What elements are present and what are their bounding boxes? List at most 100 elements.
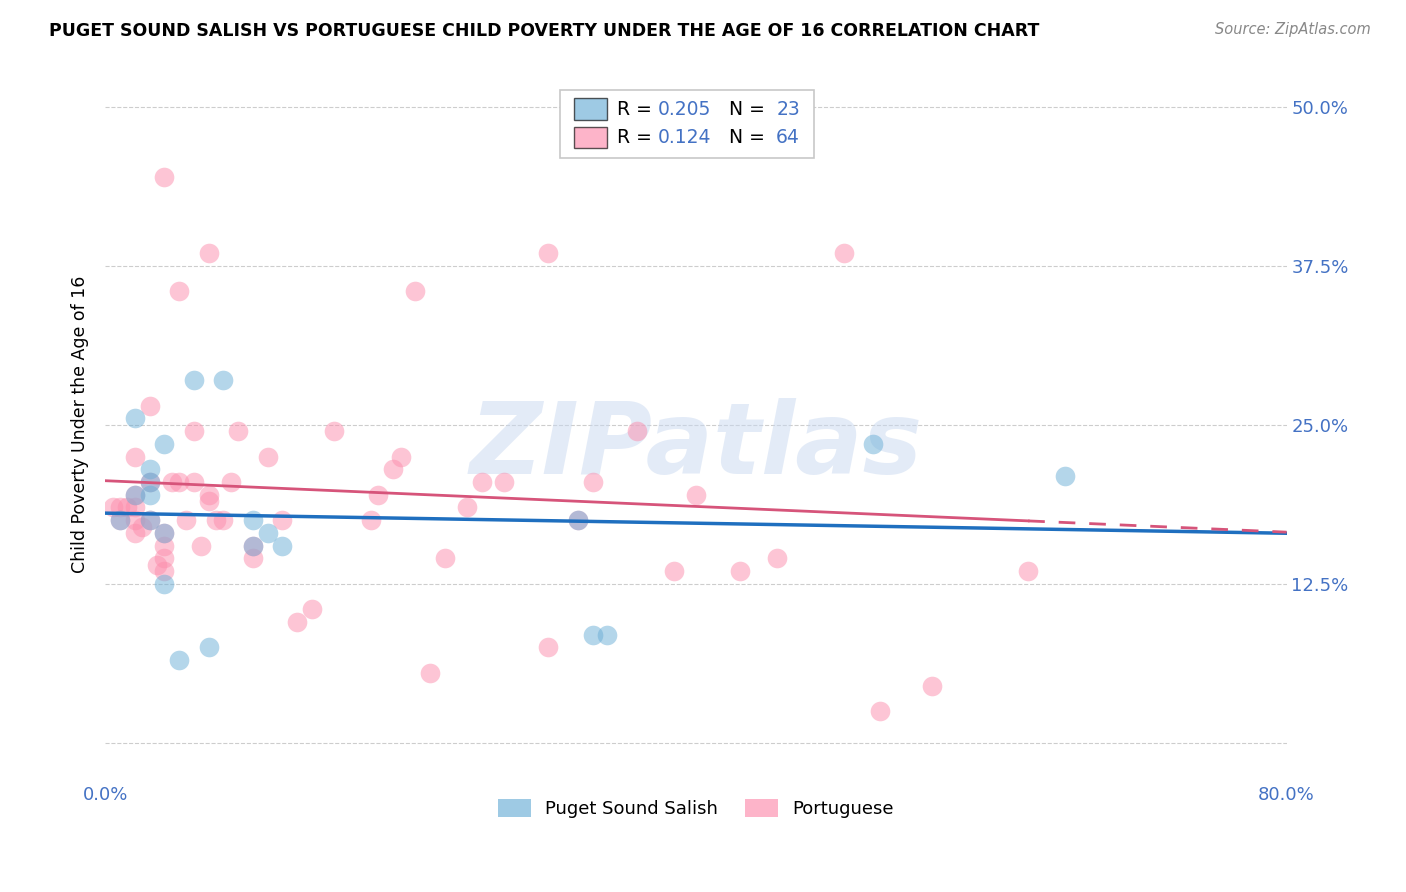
Point bbox=[205, 513, 228, 527]
Point bbox=[242, 539, 264, 553]
Point bbox=[167, 475, 190, 489]
Point bbox=[662, 564, 685, 578]
Point bbox=[610, 119, 633, 133]
Point bbox=[456, 500, 478, 515]
Point bbox=[117, 500, 139, 515]
Y-axis label: Child Poverty Under the Age of 16: Child Poverty Under the Age of 16 bbox=[72, 276, 89, 574]
Point bbox=[167, 653, 190, 667]
Point bbox=[138, 488, 160, 502]
Point bbox=[862, 437, 884, 451]
Point bbox=[832, 246, 855, 260]
Point bbox=[124, 513, 146, 527]
Point bbox=[183, 424, 205, 438]
Text: R =: R = bbox=[617, 100, 658, 119]
Point bbox=[271, 539, 294, 553]
Point bbox=[1017, 564, 1039, 578]
Text: 23: 23 bbox=[776, 100, 800, 119]
Point bbox=[581, 475, 603, 489]
Point bbox=[124, 411, 146, 425]
Point bbox=[685, 488, 707, 502]
Point bbox=[124, 488, 146, 502]
Point bbox=[766, 551, 789, 566]
Point bbox=[197, 494, 219, 508]
Point bbox=[212, 373, 235, 387]
Point bbox=[285, 615, 308, 629]
Point bbox=[471, 475, 494, 489]
Text: Source: ZipAtlas.com: Source: ZipAtlas.com bbox=[1215, 22, 1371, 37]
Point bbox=[433, 551, 456, 566]
Point bbox=[382, 462, 405, 476]
Point bbox=[492, 475, 515, 489]
Text: 0.124: 0.124 bbox=[658, 128, 711, 147]
Point bbox=[153, 551, 176, 566]
Text: 0.205: 0.205 bbox=[658, 100, 711, 119]
FancyBboxPatch shape bbox=[560, 90, 814, 158]
Point bbox=[138, 513, 160, 527]
Point bbox=[153, 576, 176, 591]
Point bbox=[153, 525, 176, 540]
Point bbox=[242, 551, 264, 566]
Point bbox=[242, 539, 264, 553]
Point bbox=[226, 424, 249, 438]
Point bbox=[389, 450, 412, 464]
Point bbox=[124, 488, 146, 502]
Point bbox=[360, 513, 382, 527]
Point bbox=[256, 450, 278, 464]
Point bbox=[160, 475, 183, 489]
Point bbox=[626, 424, 648, 438]
Point bbox=[138, 462, 160, 476]
Point bbox=[183, 475, 205, 489]
Point bbox=[108, 513, 131, 527]
Point bbox=[212, 513, 235, 527]
Text: 64: 64 bbox=[776, 128, 800, 147]
Point bbox=[124, 525, 146, 540]
Point bbox=[596, 628, 619, 642]
Point bbox=[153, 539, 176, 553]
Point bbox=[124, 500, 146, 515]
Point bbox=[167, 284, 190, 298]
Legend: Puget Sound Salish, Portuguese: Puget Sound Salish, Portuguese bbox=[491, 791, 901, 825]
Point bbox=[1054, 468, 1077, 483]
Point bbox=[153, 169, 176, 184]
Point bbox=[323, 424, 346, 438]
Point bbox=[219, 475, 242, 489]
Point bbox=[153, 437, 176, 451]
FancyBboxPatch shape bbox=[574, 98, 607, 120]
Text: PUGET SOUND SALISH VS PORTUGUESE CHILD POVERTY UNDER THE AGE OF 16 CORRELATION C: PUGET SOUND SALISH VS PORTUGUESE CHILD P… bbox=[49, 22, 1039, 40]
Point bbox=[921, 679, 943, 693]
Point bbox=[176, 513, 198, 527]
Point bbox=[124, 450, 146, 464]
Text: ZIPatlas: ZIPatlas bbox=[470, 398, 922, 495]
Point bbox=[108, 513, 131, 527]
Point bbox=[138, 513, 160, 527]
Point bbox=[242, 513, 264, 527]
Point bbox=[138, 475, 160, 489]
Text: R =: R = bbox=[617, 128, 664, 147]
Point bbox=[190, 539, 212, 553]
Point bbox=[567, 513, 589, 527]
Point bbox=[197, 246, 219, 260]
Point bbox=[138, 475, 160, 489]
Point bbox=[537, 640, 560, 655]
Point bbox=[153, 525, 176, 540]
Point bbox=[419, 665, 441, 680]
Point bbox=[197, 488, 219, 502]
Point bbox=[404, 284, 426, 298]
Point bbox=[301, 602, 323, 616]
Point bbox=[367, 488, 389, 502]
Point bbox=[271, 513, 294, 527]
FancyBboxPatch shape bbox=[574, 127, 607, 148]
Point bbox=[197, 640, 219, 655]
Text: N =: N = bbox=[717, 128, 770, 147]
Point bbox=[138, 399, 160, 413]
Point bbox=[567, 513, 589, 527]
Point bbox=[581, 628, 603, 642]
Point bbox=[728, 564, 751, 578]
Point bbox=[146, 558, 169, 572]
Point bbox=[869, 704, 891, 718]
Point bbox=[153, 564, 176, 578]
Point bbox=[131, 519, 153, 533]
Point bbox=[101, 500, 124, 515]
Point bbox=[537, 246, 560, 260]
Text: N =: N = bbox=[717, 100, 770, 119]
